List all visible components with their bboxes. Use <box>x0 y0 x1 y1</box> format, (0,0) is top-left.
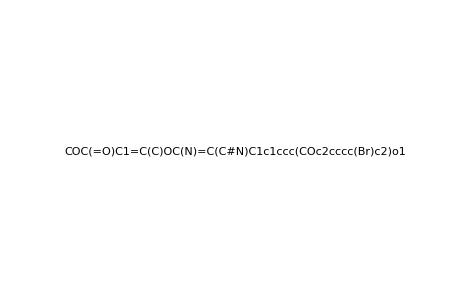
Text: COC(=O)C1=C(C)OC(N)=C(C#N)C1c1ccc(COc2cccc(Br)c2)o1: COC(=O)C1=C(C)OC(N)=C(C#N)C1c1ccc(COc2cc… <box>65 146 406 157</box>
